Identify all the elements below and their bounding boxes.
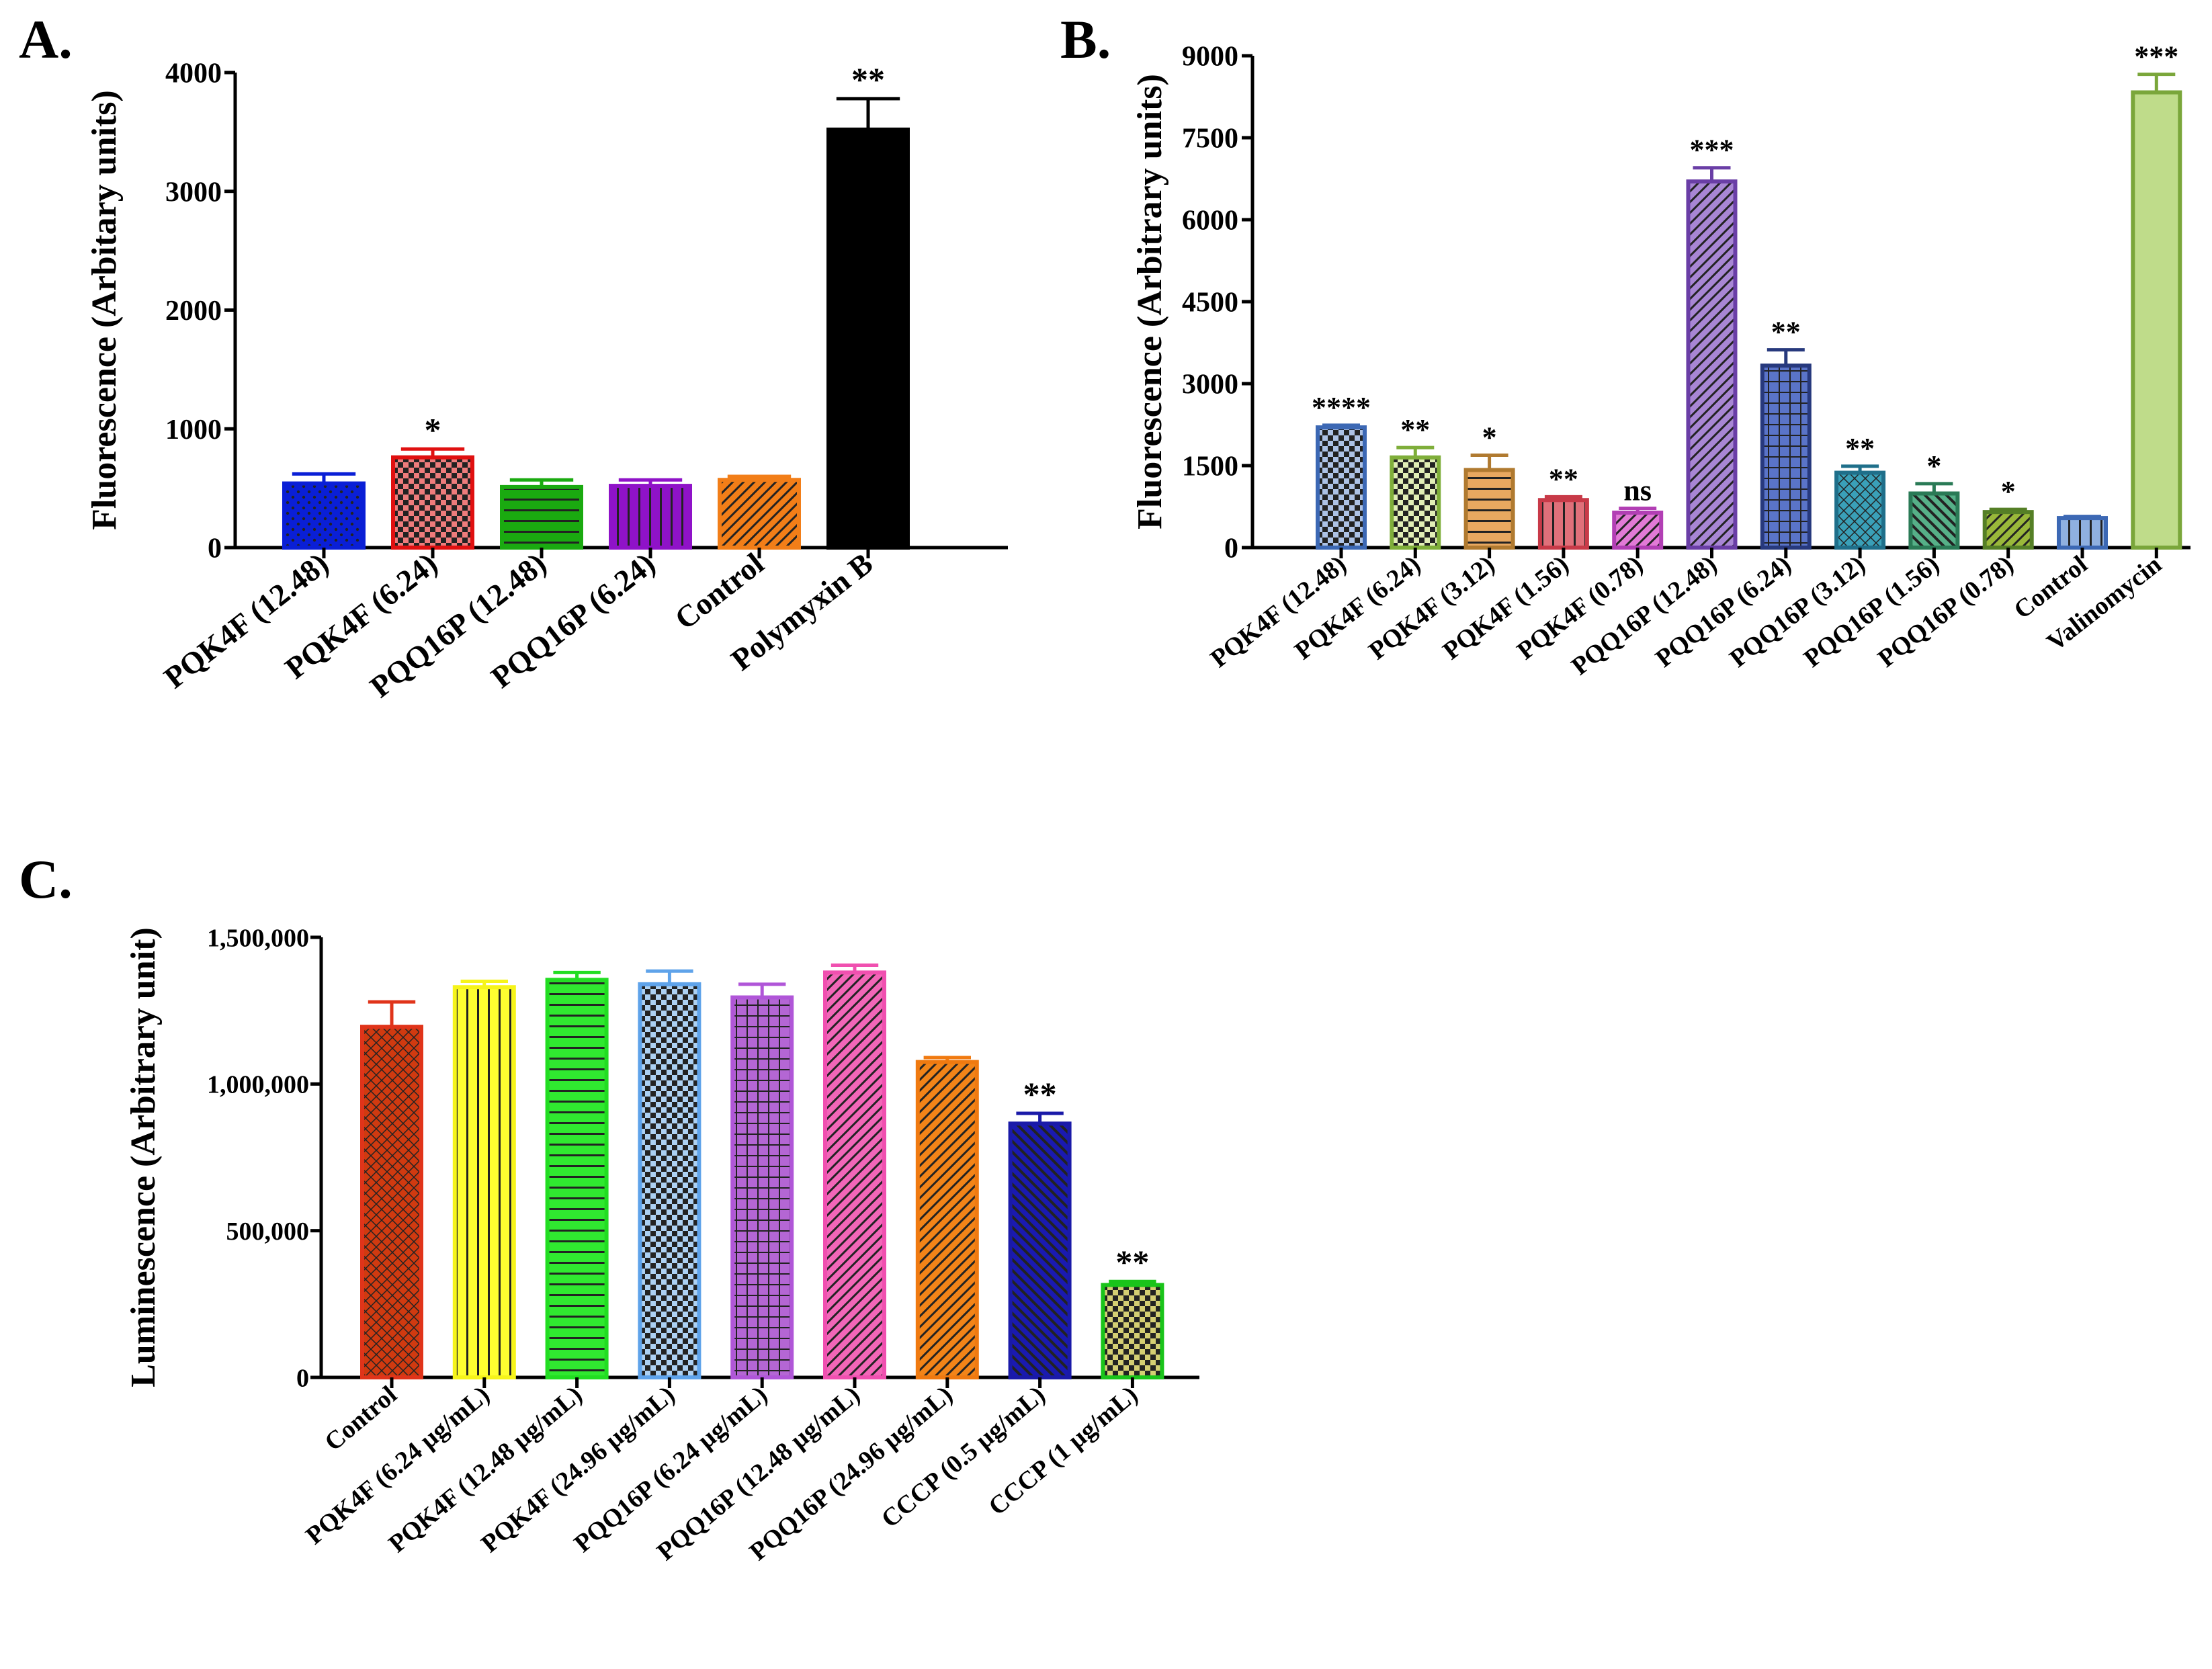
bar-b <box>2131 90 2182 550</box>
significance-label-a: * <box>425 411 441 448</box>
y-tick-label-a: 3000 <box>165 177 222 208</box>
category-label-b: PQK4F (6.24) <box>1289 550 1426 665</box>
y-tick-label-c: 1,000,000 <box>207 1071 309 1099</box>
y-tick-label-a: 1000 <box>165 415 222 445</box>
category-label-b: PQK4F (1.56) <box>1438 550 1574 665</box>
bar-b <box>1316 425 1367 550</box>
bar-c <box>915 1060 979 1380</box>
y-tick-label-b: 9000 <box>1182 42 1238 73</box>
panel-a-label: A. <box>19 9 73 70</box>
chart-a: 0 1000 2000 3000 4000 Fluorescence (Arbitary … <box>85 58 1008 704</box>
chart-c: 0 500,000 1,000,000 1,500,000 Luminescence (… <box>124 924 1199 1566</box>
bar-a <box>282 481 366 550</box>
significance-label-c: ** <box>1023 1075 1057 1113</box>
significance-label-b: ** <box>1771 316 1801 349</box>
bar-c <box>545 978 609 1379</box>
bar-b <box>1390 455 1441 550</box>
significance-label-b: ns <box>1623 474 1652 507</box>
category-label-a: Control <box>669 546 771 636</box>
bar-c <box>823 970 886 1379</box>
bar-a <box>826 127 910 550</box>
significance-label-b: * <box>2001 475 2016 508</box>
significance-label-b: * <box>1482 421 1497 454</box>
bar-c <box>638 982 701 1380</box>
bar-a <box>500 484 583 550</box>
significance-label-b: *** <box>1690 134 1734 167</box>
bar-c <box>730 995 794 1380</box>
bar-c <box>360 1025 423 1379</box>
significance-label-b: ** <box>1400 413 1430 446</box>
bar-a <box>391 455 474 550</box>
y-tick-label-b: 0 <box>1224 533 1238 564</box>
bar-c <box>452 985 516 1379</box>
bar-a <box>609 484 692 550</box>
significance-label-c: ** <box>1115 1243 1149 1281</box>
panel-b-label: B. <box>1060 9 1111 70</box>
bar-c <box>1008 1121 1072 1379</box>
y-tick-label-c: 1,500,000 <box>207 924 309 952</box>
chart-b: 0 1500 3000 4500 6000 7500 9000 Fluorescence (A… <box>1131 40 2190 681</box>
bar-b <box>1908 491 1960 550</box>
y-tick-label-a: 0 <box>208 533 222 564</box>
category-label-c: CCCP (0.5 µg/mL) <box>876 1381 1051 1533</box>
bar-b <box>1537 498 1589 550</box>
bar-b <box>1760 363 1812 550</box>
y-axis-title-a: Fluorescence (Arbitary units) <box>85 90 124 530</box>
significance-label-b: **** <box>1312 391 1371 424</box>
category-label-c: Control <box>319 1381 402 1457</box>
y-axis-title-b: Fluorescence (Arbitrary units) <box>1131 74 1169 529</box>
y-tick-label-b: 1500 <box>1182 452 1238 482</box>
significance-label-b: ** <box>1549 462 1578 495</box>
bar-a <box>718 478 801 550</box>
y-tick-label-c: 0 <box>296 1364 309 1392</box>
category-label-b: PQQ16P (0.78) <box>1873 550 2018 673</box>
bar-b <box>2057 516 2108 550</box>
y-tick-label-b: 6000 <box>1182 206 1238 237</box>
y-tick-label-a: 2000 <box>165 296 222 327</box>
significance-label-b: ** <box>1845 432 1875 465</box>
category-label-b: PQK4F (3.12) <box>1363 550 1500 665</box>
bar-b <box>1463 468 1515 550</box>
bar-b <box>1612 510 1664 550</box>
bar-b <box>1834 470 1886 550</box>
y-axis-title-c: Luminescence (Arbitrary unit) <box>124 927 163 1387</box>
panel-c-label: C. <box>19 849 73 910</box>
y-tick-label-b: 3000 <box>1182 370 1238 400</box>
significance-label-b: * <box>1926 450 1941 482</box>
significance-label-b: *** <box>2134 40 2178 73</box>
y-tick-label-c: 500,000 <box>226 1217 310 1246</box>
bar-b <box>1982 510 2034 550</box>
y-tick-label-b: 4500 <box>1182 288 1238 318</box>
bar-c <box>1101 1283 1164 1379</box>
y-tick-label-b: 7500 <box>1182 124 1238 155</box>
significance-label-a: ** <box>851 60 885 98</box>
y-tick-label-a: 4000 <box>165 58 222 89</box>
bar-b <box>1686 179 1738 550</box>
